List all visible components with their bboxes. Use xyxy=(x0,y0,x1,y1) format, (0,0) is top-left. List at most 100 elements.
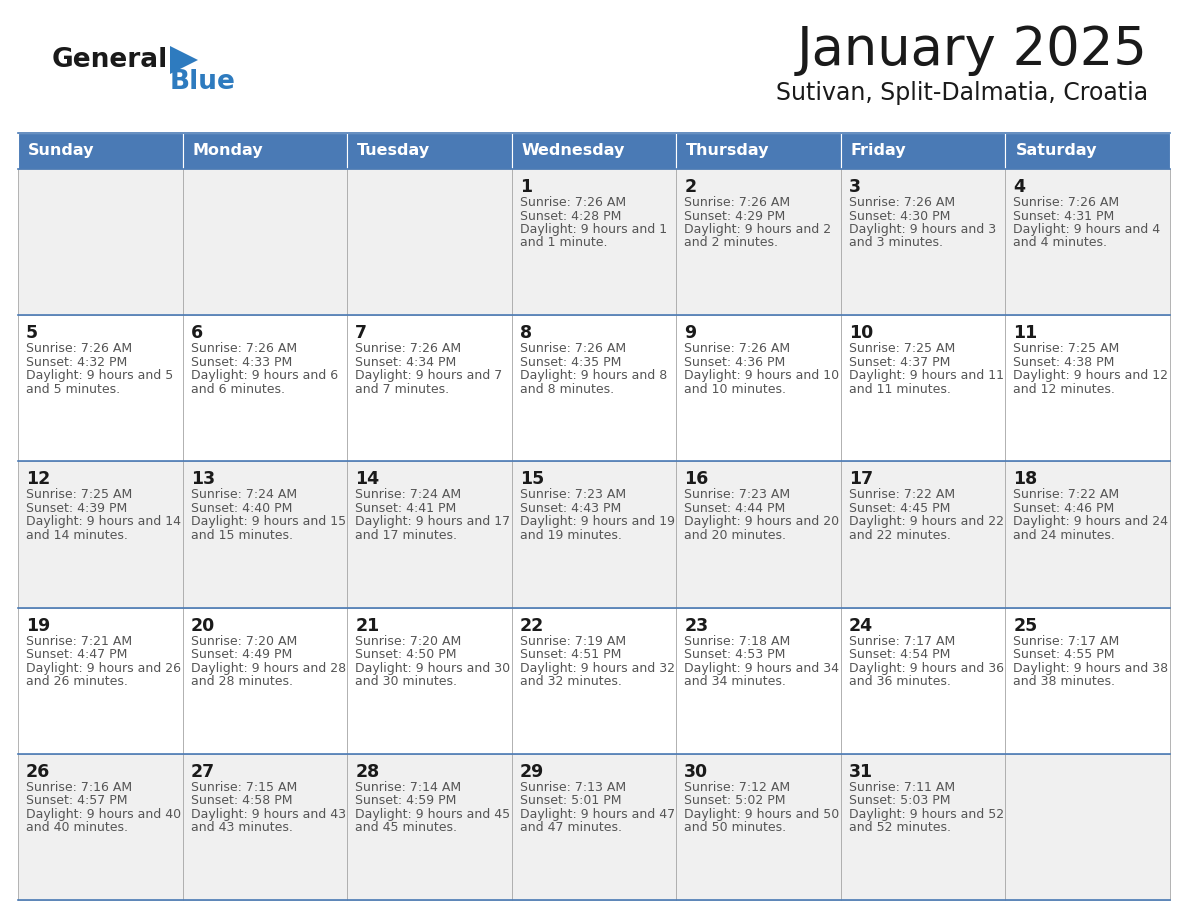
Text: Daylight: 9 hours and 28: Daylight: 9 hours and 28 xyxy=(190,662,346,675)
Text: 14: 14 xyxy=(355,470,379,488)
Text: Daylight: 9 hours and 24: Daylight: 9 hours and 24 xyxy=(1013,515,1169,529)
Text: Daylight: 9 hours and 15: Daylight: 9 hours and 15 xyxy=(190,515,346,529)
Text: Sunset: 5:02 PM: Sunset: 5:02 PM xyxy=(684,794,785,807)
Text: and 1 minute.: and 1 minute. xyxy=(519,237,607,250)
Text: Sunset: 4:37 PM: Sunset: 4:37 PM xyxy=(849,355,950,369)
Text: 7: 7 xyxy=(355,324,367,342)
Text: Sunset: 4:34 PM: Sunset: 4:34 PM xyxy=(355,355,456,369)
Text: Sunset: 4:45 PM: Sunset: 4:45 PM xyxy=(849,502,950,515)
Text: Sunset: 4:31 PM: Sunset: 4:31 PM xyxy=(1013,209,1114,222)
Text: 19: 19 xyxy=(26,617,50,634)
Text: Thursday: Thursday xyxy=(687,143,770,159)
Polygon shape xyxy=(841,754,1005,900)
Text: Daylight: 9 hours and 43: Daylight: 9 hours and 43 xyxy=(190,808,346,821)
Text: Sunrise: 7:17 AM: Sunrise: 7:17 AM xyxy=(849,634,955,647)
Text: Sunrise: 7:16 AM: Sunrise: 7:16 AM xyxy=(26,781,132,794)
Text: 11: 11 xyxy=(1013,324,1037,342)
Text: and 32 minutes.: and 32 minutes. xyxy=(519,675,621,688)
Text: and 15 minutes.: and 15 minutes. xyxy=(190,529,292,542)
Text: General: General xyxy=(52,47,169,73)
Text: Sunrise: 7:25 AM: Sunrise: 7:25 AM xyxy=(26,488,132,501)
Polygon shape xyxy=(841,315,1005,462)
Polygon shape xyxy=(841,169,1005,315)
Text: Daylight: 9 hours and 12: Daylight: 9 hours and 12 xyxy=(1013,369,1169,382)
Text: Daylight: 9 hours and 3: Daylight: 9 hours and 3 xyxy=(849,223,1000,236)
Polygon shape xyxy=(347,754,512,900)
Text: 21: 21 xyxy=(355,617,379,634)
Polygon shape xyxy=(1005,133,1170,169)
Polygon shape xyxy=(512,754,676,900)
Text: Daylight: 9 hours and 6: Daylight: 9 hours and 6 xyxy=(190,369,342,382)
Text: Sunset: 5:03 PM: Sunset: 5:03 PM xyxy=(849,794,950,807)
Text: and 7 minutes.: and 7 minutes. xyxy=(355,383,449,396)
Text: Daylight: 9 hours and 40: Daylight: 9 hours and 40 xyxy=(26,808,181,821)
Text: and 11 minutes.: and 11 minutes. xyxy=(849,383,950,396)
Text: 27: 27 xyxy=(190,763,215,781)
Text: and 20 minutes.: and 20 minutes. xyxy=(684,529,786,542)
Text: and 2 minutes.: and 2 minutes. xyxy=(684,237,778,250)
Text: Daylight: 9 hours and 32: Daylight: 9 hours and 32 xyxy=(519,662,675,675)
Text: 25: 25 xyxy=(1013,617,1037,634)
Text: Sunrise: 7:26 AM: Sunrise: 7:26 AM xyxy=(684,342,790,355)
Text: Sunset: 4:43 PM: Sunset: 4:43 PM xyxy=(519,502,621,515)
Text: Sunrise: 7:25 AM: Sunrise: 7:25 AM xyxy=(849,342,955,355)
Polygon shape xyxy=(676,169,841,315)
Text: Daylight: 9 hours and 8: Daylight: 9 hours and 8 xyxy=(519,369,671,382)
Text: 28: 28 xyxy=(355,763,379,781)
Text: Sunrise: 7:23 AM: Sunrise: 7:23 AM xyxy=(684,488,790,501)
Polygon shape xyxy=(18,608,183,754)
Text: Sunrise: 7:24 AM: Sunrise: 7:24 AM xyxy=(190,488,297,501)
Text: Sunrise: 7:26 AM: Sunrise: 7:26 AM xyxy=(355,342,461,355)
Text: Sunrise: 7:26 AM: Sunrise: 7:26 AM xyxy=(190,342,297,355)
Text: Daylight: 9 hours and 20: Daylight: 9 hours and 20 xyxy=(684,515,840,529)
Text: 4: 4 xyxy=(1013,178,1025,196)
Text: 15: 15 xyxy=(519,470,544,488)
Text: Daylight: 9 hours and 30: Daylight: 9 hours and 30 xyxy=(355,662,511,675)
Text: Sunrise: 7:15 AM: Sunrise: 7:15 AM xyxy=(190,781,297,794)
Polygon shape xyxy=(1005,315,1170,462)
Text: 30: 30 xyxy=(684,763,708,781)
Text: Sutivan, Split-Dalmatia, Croatia: Sutivan, Split-Dalmatia, Croatia xyxy=(776,81,1148,105)
Text: and 3 minutes.: and 3 minutes. xyxy=(849,237,943,250)
Polygon shape xyxy=(512,133,676,169)
Text: Sunrise: 7:25 AM: Sunrise: 7:25 AM xyxy=(1013,342,1119,355)
Text: Sunset: 4:29 PM: Sunset: 4:29 PM xyxy=(684,209,785,222)
Text: 29: 29 xyxy=(519,763,544,781)
Text: and 38 minutes.: and 38 minutes. xyxy=(1013,675,1116,688)
Text: Sunrise: 7:13 AM: Sunrise: 7:13 AM xyxy=(519,781,626,794)
Polygon shape xyxy=(512,608,676,754)
Text: Sunset: 4:55 PM: Sunset: 4:55 PM xyxy=(1013,648,1114,661)
Text: Daylight: 9 hours and 17: Daylight: 9 hours and 17 xyxy=(355,515,511,529)
Text: and 4 minutes.: and 4 minutes. xyxy=(1013,237,1107,250)
Text: Sunday: Sunday xyxy=(29,143,95,159)
Text: Daylight: 9 hours and 2: Daylight: 9 hours and 2 xyxy=(684,223,835,236)
Text: Friday: Friday xyxy=(851,143,906,159)
Text: 18: 18 xyxy=(1013,470,1037,488)
Text: Sunrise: 7:26 AM: Sunrise: 7:26 AM xyxy=(1013,196,1119,209)
Text: Sunrise: 7:26 AM: Sunrise: 7:26 AM xyxy=(684,196,790,209)
Text: 26: 26 xyxy=(26,763,50,781)
Text: Daylight: 9 hours and 45: Daylight: 9 hours and 45 xyxy=(355,808,511,821)
Text: Sunset: 4:46 PM: Sunset: 4:46 PM xyxy=(1013,502,1114,515)
Text: and 50 minutes.: and 50 minutes. xyxy=(684,822,786,834)
Text: Daylight: 9 hours and 14: Daylight: 9 hours and 14 xyxy=(26,515,181,529)
Text: Sunset: 4:32 PM: Sunset: 4:32 PM xyxy=(26,355,127,369)
Text: Daylight: 9 hours and 1: Daylight: 9 hours and 1 xyxy=(519,223,671,236)
Text: Sunset: 4:41 PM: Sunset: 4:41 PM xyxy=(355,502,456,515)
Text: and 36 minutes.: and 36 minutes. xyxy=(849,675,950,688)
Text: Sunrise: 7:19 AM: Sunrise: 7:19 AM xyxy=(519,634,626,647)
Text: Sunset: 4:54 PM: Sunset: 4:54 PM xyxy=(849,648,950,661)
Text: Sunset: 4:51 PM: Sunset: 4:51 PM xyxy=(519,648,621,661)
Polygon shape xyxy=(512,169,676,315)
Text: Sunrise: 7:11 AM: Sunrise: 7:11 AM xyxy=(849,781,955,794)
Polygon shape xyxy=(676,315,841,462)
Polygon shape xyxy=(183,169,347,315)
Text: Sunrise: 7:22 AM: Sunrise: 7:22 AM xyxy=(1013,488,1119,501)
Text: 2: 2 xyxy=(684,178,696,196)
Polygon shape xyxy=(347,169,512,315)
Polygon shape xyxy=(183,133,347,169)
Text: Sunset: 4:33 PM: Sunset: 4:33 PM xyxy=(190,355,292,369)
Text: and 47 minutes.: and 47 minutes. xyxy=(519,822,621,834)
Text: Sunset: 4:49 PM: Sunset: 4:49 PM xyxy=(190,648,292,661)
Text: Sunrise: 7:26 AM: Sunrise: 7:26 AM xyxy=(849,196,955,209)
